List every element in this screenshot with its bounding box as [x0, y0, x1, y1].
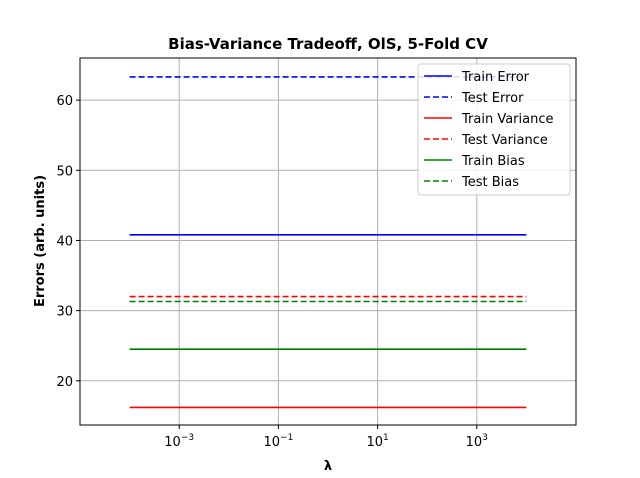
- y-tick-label: 40: [56, 234, 73, 249]
- legend-label: Train Error: [461, 70, 530, 85]
- y-tick-label: 30: [56, 305, 73, 320]
- legend-label: Test Bias: [461, 175, 519, 190]
- x-tick-label: 10−3: [164, 433, 194, 450]
- x-tick-label: 101: [366, 433, 388, 450]
- legend-box: [417, 63, 571, 196]
- plot-frame: [79, 57, 577, 426]
- y-tick-label: 20: [56, 375, 73, 390]
- y-tick-label: 50: [56, 164, 73, 179]
- y-axis-label: Errors (arb. units): [33, 175, 48, 307]
- y-tick-label: 60: [56, 94, 73, 109]
- x-tick-label: 103: [466, 433, 488, 450]
- legend-label: Train Bias: [461, 154, 525, 169]
- x-tick-label: 10−1: [263, 433, 293, 450]
- tick-layer: 10−3 10−1 101 103 20 30 40 50 60: [56, 94, 487, 450]
- series-layer: [129, 76, 527, 409]
- legend-label: Test Error: [461, 91, 524, 106]
- legend-label: Test Variance: [461, 133, 548, 148]
- legend-label: Train Variance: [461, 112, 553, 127]
- legend: Train Error Test Error Train Variance Test …: [417, 63, 571, 196]
- x-axis-label: λ: [324, 459, 332, 474]
- chart-title: Bias-Variance Tradeoff, OlS, 5-Fold CV: [168, 35, 488, 53]
